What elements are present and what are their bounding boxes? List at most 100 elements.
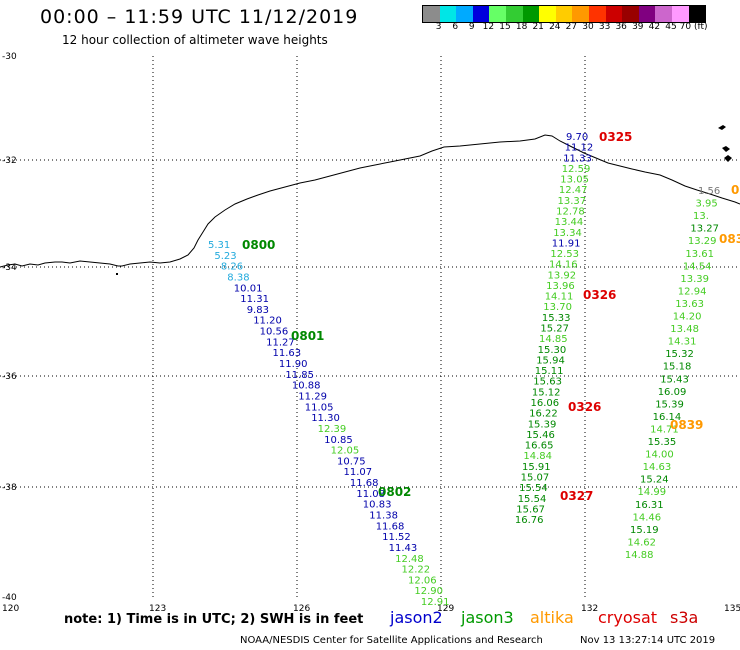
color-scale-label: 45 — [665, 22, 677, 32]
track-a-point: 12.05 — [331, 446, 360, 457]
track-b-point: 15.07 — [521, 473, 550, 484]
legend-altika: altika — [530, 608, 574, 627]
lon-label: 123 — [149, 604, 166, 614]
color-scale-label: 33 — [598, 22, 611, 32]
color-scale-label: 39 — [632, 22, 644, 32]
track-a-point: 11.85 — [285, 370, 314, 381]
lon-label: 120 — [2, 604, 19, 614]
track-c-point: 13.63 — [675, 299, 704, 310]
track-a-point: 10.85 — [324, 435, 353, 446]
track-c-point: 14.99 — [638, 487, 667, 498]
color-swatch — [505, 6, 523, 22]
color-swatch — [638, 6, 656, 22]
pass-time-label: 0325 — [599, 130, 632, 144]
islands — [116, 125, 732, 275]
color-scale-label: 18 — [515, 22, 528, 32]
color-swatch — [423, 6, 440, 22]
track-b-point: 15.54 — [518, 494, 547, 505]
color-scale-bar — [422, 5, 707, 23]
track-b-point: 15.94 — [536, 355, 565, 366]
track-b-point: 16.76 — [515, 515, 544, 526]
color-swatch — [605, 6, 623, 22]
page-title: 00:00 – 11:59 UTC 11/12/2019 — [40, 6, 359, 28]
track-b-point: 12.47 — [559, 185, 588, 196]
track-b-point: 13.92 — [548, 270, 577, 281]
track-c-point: 16.31 — [635, 500, 664, 511]
track-b-point: 13.34 — [553, 228, 582, 239]
track-a-point: 10.56 — [260, 327, 289, 338]
color-swatch — [572, 6, 589, 22]
track-b-point: 11.91 — [552, 238, 581, 249]
color-scale-label: 21 — [532, 22, 544, 32]
track-a-point: 12.91 — [421, 597, 450, 608]
track-b-point: 13.44 — [555, 217, 584, 228]
track-a-point: 11.68 — [376, 521, 405, 532]
color-swatch — [456, 6, 473, 22]
color-swatch — [588, 6, 606, 22]
color-scale-label: 27 — [565, 22, 578, 32]
track-a-point: 11.27 — [266, 337, 295, 348]
color-swatch — [622, 6, 639, 22]
track-b-point: 11.33 — [563, 153, 592, 164]
track-b-point: 15.91 — [522, 462, 551, 473]
track-c-point: 14.00 — [645, 450, 674, 461]
lat-label: -30 — [2, 52, 17, 62]
track-a-point: 11.38 — [369, 511, 398, 522]
lat-label: -38 — [2, 483, 17, 493]
track-c-point: 14.62 — [627, 537, 656, 548]
track-c-point: 15.43 — [660, 374, 689, 385]
units-note: note: 1) Time is in UTC; 2) SWH is in fe… — [64, 612, 364, 627]
track-a-point: 10.01 — [234, 283, 263, 294]
pass-time-label: 083 — [719, 232, 740, 246]
color-swatch — [655, 6, 672, 22]
axis-labels: 120 123 126 129 132 135 -30 -32 -34 -36 -38 -40 — [2, 52, 740, 614]
color-swatch — [489, 6, 506, 22]
color-swatch — [555, 6, 573, 22]
color-scale-label: 70 (ft) — [679, 22, 708, 32]
track-a-point: 11.68 — [350, 478, 379, 489]
lon-label: 126 — [293, 604, 310, 614]
track-c-point: 14.31 — [668, 337, 697, 348]
color-scale-label: 6 — [452, 22, 459, 32]
track-b-point: 13.96 — [546, 281, 575, 292]
pass-labels: 0800 0801 0802 0325 0326 0326 0327 0839 083 0 — [242, 130, 740, 503]
track-b-point: 16.65 — [525, 441, 554, 452]
track-b-point: 15.67 — [516, 504, 545, 515]
track-c-point: 12.94 — [678, 286, 707, 297]
lat-label: -36 — [2, 372, 17, 382]
color-swatch — [671, 6, 689, 22]
legend-jason3: jason3 — [461, 608, 514, 627]
track-b-point: 11.12 — [565, 143, 594, 154]
track-a-point: 11.52 — [382, 532, 411, 543]
lon-label: 135 — [724, 604, 740, 614]
track-c-point: 15.18 — [663, 362, 692, 373]
track-a-point: 11.20 — [253, 316, 282, 327]
track-c-point: 1.56 — [698, 186, 720, 197]
color-scale-label: 12 — [482, 22, 495, 32]
track-b-point: 14.11 — [545, 292, 574, 303]
lat-label: -34 — [2, 263, 17, 273]
coastline — [0, 134, 740, 268]
track-b-point: 12.53 — [550, 249, 579, 260]
color-scale-label: 36 — [615, 22, 627, 32]
track-c-point: 15.19 — [630, 525, 659, 536]
track-a-point: 5.23 — [214, 251, 236, 262]
color-scale-label: 24 — [549, 22, 561, 32]
track-a-point: 12.90 — [414, 586, 443, 597]
lon-label: 132 — [581, 604, 598, 614]
legend-s3a: s3a — [670, 608, 699, 627]
pass-time-label: 0839 — [670, 418, 703, 432]
track-a-point: 12.22 — [402, 565, 431, 576]
pass-time-label: 0801 — [291, 329, 324, 343]
track-a-point: 10.83 — [363, 500, 392, 511]
track-a-point: 11.90 — [279, 359, 308, 370]
track-b-point: 15.30 — [538, 345, 567, 356]
track-b-point: 12.78 — [556, 207, 585, 218]
color-scale-label: 30 — [582, 22, 594, 32]
track-a-point: 11.30 — [311, 413, 340, 424]
track-c-point: 14.63 — [643, 462, 672, 473]
track-b-point: 15.63 — [533, 377, 562, 388]
track-c-point: 3.95 — [696, 199, 718, 210]
color-swatch — [439, 6, 457, 22]
